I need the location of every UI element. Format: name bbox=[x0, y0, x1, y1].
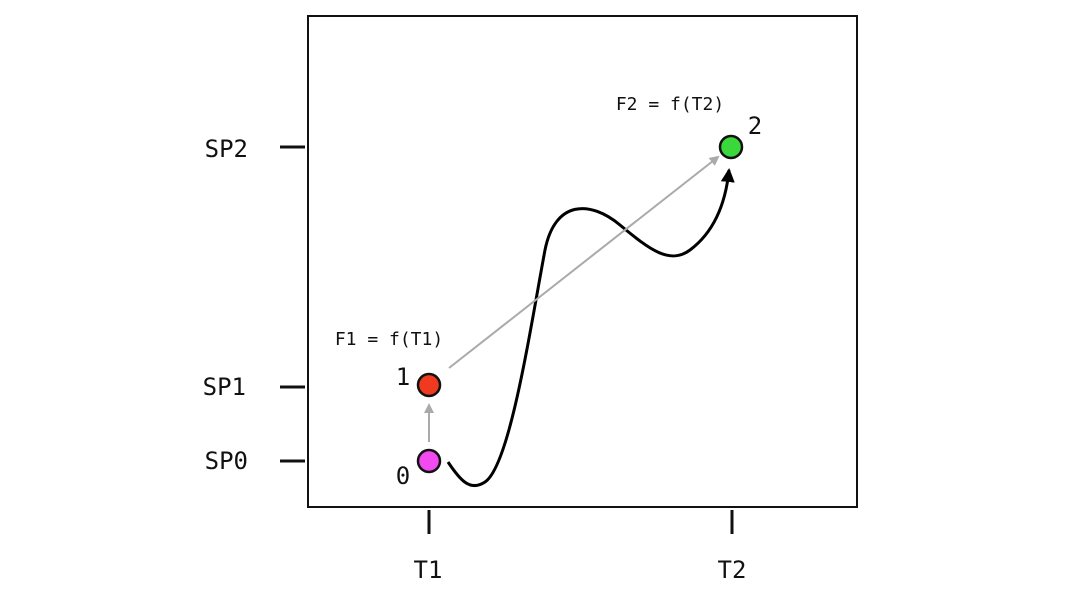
node bbox=[416, 372, 442, 398]
x-label: T1 bbox=[414, 556, 443, 584]
annotation: F2 = f(T2) bbox=[616, 94, 724, 115]
node-label: 2 bbox=[748, 112, 762, 140]
annotation: F1 = f(T1) bbox=[335, 329, 443, 350]
y-label: SP2 bbox=[205, 135, 248, 163]
node-label: 1 bbox=[396, 363, 410, 391]
node-label: 0 bbox=[396, 462, 410, 490]
trajectory bbox=[446, 168, 735, 488]
node bbox=[416, 448, 442, 474]
x-label: T2 bbox=[718, 556, 747, 584]
y-label: SP0 bbox=[205, 447, 248, 475]
y-label: SP1 bbox=[203, 373, 246, 401]
plot-frame bbox=[307, 15, 858, 508]
gray-arrow bbox=[448, 155, 720, 369]
node bbox=[718, 134, 744, 160]
